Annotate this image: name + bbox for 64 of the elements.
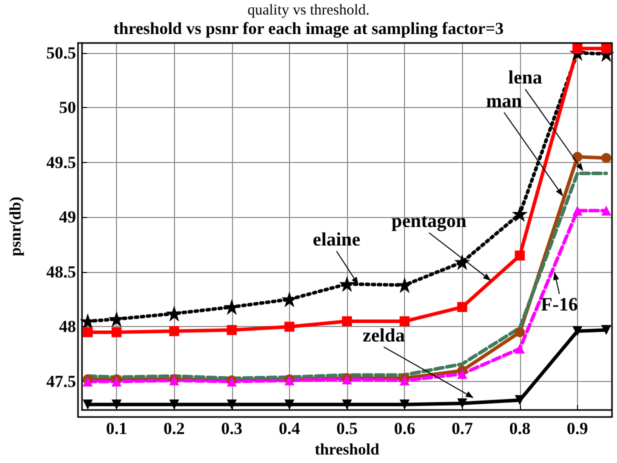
y-tick-label: 50.5 [46, 43, 76, 62]
point [112, 400, 122, 410]
point [166, 306, 182, 322]
point [226, 325, 237, 336]
point [400, 316, 410, 326]
x-tick-label: 0.7 [452, 419, 474, 438]
point [454, 254, 470, 270]
x-tick-label: 0.9 [566, 419, 588, 438]
y-tick-label: 49 [59, 208, 76, 227]
point [112, 327, 122, 338]
point [82, 327, 93, 338]
chart-subtitle: threshold vs psnr for each image at sampling factor=3 [113, 19, 504, 38]
point [601, 325, 612, 336]
point [396, 277, 413, 294]
point [284, 322, 294, 332]
point [601, 206, 612, 216]
point [572, 326, 582, 336]
point [342, 400, 352, 410]
annotation: F-16 [540, 294, 578, 316]
annotation: lena [508, 68, 543, 89]
y-tick-label: 50 [59, 98, 76, 118]
annotation: man [486, 90, 522, 112]
x-tick-label: 0.5 [336, 419, 358, 438]
x-tick-label: 0.2 [164, 419, 185, 438]
chart-title: quality vs threshold. [247, 2, 370, 18]
point [514, 344, 525, 354]
annotation: pentagon [392, 211, 467, 232]
point [512, 206, 528, 222]
annotation: elaine [312, 230, 360, 251]
point [572, 152, 582, 162]
x-tick-label: 0.4 [278, 419, 301, 438]
x-tick-label: 0.3 [221, 419, 242, 438]
point [514, 395, 525, 406]
point [572, 206, 582, 216]
y-tick-label: 48 [59, 317, 76, 336]
point [339, 276, 355, 292]
y-axis-title: psnr(db) [8, 196, 24, 256]
point [457, 368, 468, 379]
point [514, 250, 525, 261]
point [601, 43, 612, 54]
x-axis-title: threshold [314, 442, 380, 458]
point [281, 291, 298, 308]
point [82, 400, 93, 410]
point [226, 400, 237, 410]
annotation: zelda [362, 325, 406, 346]
x-tick-label: 0.6 [394, 419, 416, 438]
x-tick-label: 0.8 [509, 419, 530, 438]
point [112, 376, 122, 387]
y-tick-label: 47.5 [46, 372, 76, 392]
point [169, 326, 180, 336]
point [342, 316, 352, 326]
y-tick-label: 48.5 [46, 262, 76, 282]
point [572, 43, 582, 54]
point [457, 302, 468, 312]
point [514, 327, 525, 338]
y-tick-label: 49.5 [46, 152, 76, 172]
point [169, 400, 180, 410]
point [284, 400, 294, 410]
point [80, 313, 96, 330]
point [400, 400, 410, 410]
point [82, 376, 93, 387]
point [457, 398, 468, 408]
point [601, 153, 612, 164]
x-tick-label: 0.1 [106, 419, 128, 438]
